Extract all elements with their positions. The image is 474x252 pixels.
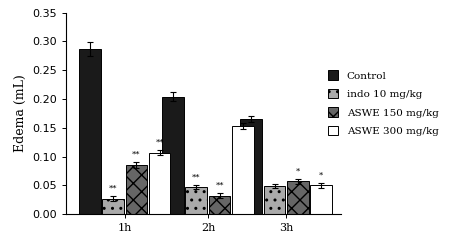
Bar: [102, 199, 124, 214]
Legend: Control, indo 10 mg/kg, ASWE 150 mg/kg, ASWE 300 mg/kg: Control, indo 10 mg/kg, ASWE 150 mg/kg, …: [326, 68, 440, 138]
Text: **: **: [132, 151, 141, 159]
Text: **: **: [192, 173, 201, 181]
Text: **: **: [109, 185, 117, 193]
Y-axis label: Edema (mL): Edema (mL): [14, 75, 27, 152]
Bar: [209, 196, 230, 214]
Bar: [264, 186, 285, 214]
Bar: [126, 165, 147, 214]
Text: *: *: [319, 172, 323, 180]
Bar: [79, 49, 100, 214]
Bar: [310, 185, 332, 214]
Bar: [240, 119, 262, 214]
Bar: [232, 126, 254, 214]
Bar: [185, 187, 207, 214]
Bar: [149, 152, 171, 214]
Bar: [287, 181, 309, 214]
Bar: [162, 97, 184, 214]
Text: *: *: [296, 168, 300, 176]
Text: **: **: [215, 182, 224, 190]
Text: **: **: [155, 138, 164, 146]
